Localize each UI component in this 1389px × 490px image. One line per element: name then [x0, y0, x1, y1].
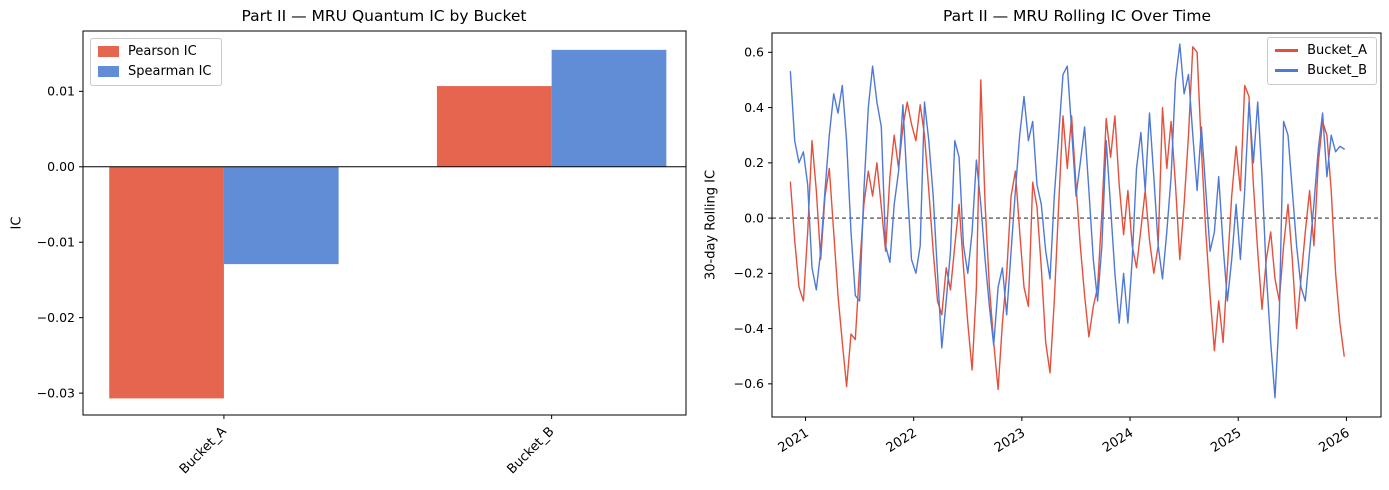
- svg-text:0.4: 0.4: [744, 100, 764, 115]
- svg-text:−0.03: −0.03: [37, 385, 75, 400]
- legend-label-bucket-a: Bucket_A: [1307, 43, 1367, 58]
- series-bucket_b: [789, 43, 1345, 399]
- svg-text:0.6: 0.6: [744, 45, 764, 60]
- axes-frame: [82, 30, 687, 416]
- svg-text:2025: 2025: [1208, 426, 1244, 456]
- line-chart-canvas: 0.6 0.4 0.2 0.0 −0.2 −0.4 −0.6 2021 2022 2023 2024…: [695, 0, 1389, 490]
- legend-label-bucket-b: Bucket_B: [1307, 63, 1367, 78]
- line-chart-ylabel: 30-day Rolling IC: [703, 169, 719, 281]
- bar-spearman-ic-bucket_a: [223, 166, 339, 265]
- bar-chart-legend: Pearson IC Spearman IC: [90, 38, 222, 86]
- legend-item-pearson: Pearson IC: [98, 44, 212, 59]
- bucket-a-swatch-icon: [1275, 49, 1299, 52]
- svg-text:Bucket_B: Bucket_B: [505, 424, 558, 477]
- axes-frame: [771, 32, 1382, 418]
- legend-label-pearson: Pearson IC: [128, 44, 197, 59]
- bar-chart-ylabel: IC: [9, 216, 25, 230]
- svg-text:−0.01: −0.01: [37, 234, 75, 249]
- legend-label-spearman: Spearman IC: [128, 64, 212, 79]
- svg-text:2022: 2022: [884, 426, 920, 456]
- legend-item-spearman: Spearman IC: [98, 64, 212, 79]
- legend-item-bucket-a: Bucket_A: [1275, 43, 1367, 58]
- bar-pearson-ic-bucket_b: [436, 86, 552, 167]
- svg-text:0.01: 0.01: [47, 84, 75, 99]
- bar-spearman-ic-bucket_b: [551, 49, 667, 167]
- bar-chart-canvas: 0.01 0.00 −0.01 −0.02 −0.03 Bucket_A Bucket_B: [0, 0, 694, 490]
- svg-text:2024: 2024: [1100, 426, 1136, 456]
- svg-text:2021: 2021: [776, 426, 812, 456]
- pearson-swatch-icon: [98, 46, 119, 57]
- svg-text:Bucket_A: Bucket_A: [177, 424, 230, 477]
- legend-item-bucket-b: Bucket_B: [1275, 63, 1367, 78]
- spearman-swatch-icon: [98, 66, 119, 77]
- svg-text:2023: 2023: [992, 426, 1028, 456]
- line-chart-panel: 0.6 0.4 0.2 0.0 −0.2 −0.4 −0.6 2021 2022 2023 2024…: [695, 0, 1389, 490]
- svg-text:0.0: 0.0: [744, 210, 764, 225]
- bar-pearson-ic-bucket_a: [109, 166, 224, 399]
- svg-text:−0.4: −0.4: [734, 321, 764, 336]
- svg-text:−0.6: −0.6: [734, 376, 764, 391]
- svg-text:0.00: 0.00: [47, 159, 75, 174]
- bar-chart-panel: 0.01 0.00 −0.01 −0.02 −0.03 Bucket_A Bucket_B …: [0, 0, 694, 490]
- svg-text:0.2: 0.2: [744, 155, 764, 170]
- svg-text:2026: 2026: [1316, 426, 1352, 456]
- svg-text:−0.02: −0.02: [37, 310, 75, 325]
- svg-text:−0.2: −0.2: [734, 266, 764, 281]
- line-chart-legend: Bucket_A Bucket_B: [1267, 37, 1377, 85]
- series-bucket_a: [789, 46, 1345, 391]
- bar-chart-title: Part II — MRU Quantum IC by Bucket: [241, 7, 527, 25]
- line-chart-title: Part II — MRU Rolling IC Over Time: [943, 7, 1211, 25]
- bucket-b-swatch-icon: [1275, 69, 1299, 72]
